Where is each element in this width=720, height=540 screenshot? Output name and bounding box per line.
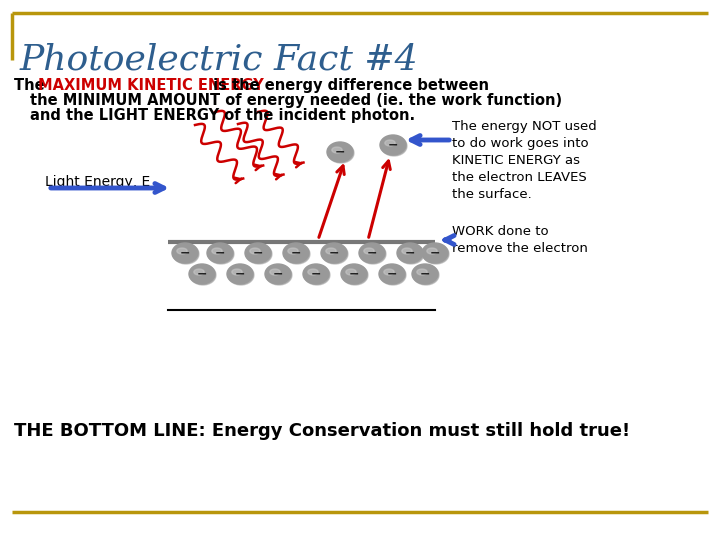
Text: Light Energy, E: Light Energy, E	[45, 175, 150, 189]
Text: −: −	[180, 246, 190, 260]
Text: THE BOTTOM LINE: Energy Conservation must still hold true!: THE BOTTOM LINE: Energy Conservation mus…	[14, 422, 630, 440]
Text: −: −	[197, 267, 207, 280]
Ellipse shape	[322, 244, 348, 264]
Ellipse shape	[423, 244, 449, 264]
Text: −: −	[366, 246, 377, 260]
Ellipse shape	[321, 243, 347, 263]
Ellipse shape	[232, 269, 242, 275]
Ellipse shape	[327, 142, 353, 162]
Ellipse shape	[364, 248, 374, 254]
Ellipse shape	[208, 244, 234, 264]
Ellipse shape	[250, 248, 260, 254]
Ellipse shape	[359, 243, 385, 263]
Ellipse shape	[288, 248, 298, 254]
Ellipse shape	[207, 243, 233, 263]
Ellipse shape	[413, 265, 439, 285]
Text: −: −	[253, 246, 264, 260]
Text: −: −	[329, 246, 339, 260]
Ellipse shape	[346, 269, 356, 275]
Ellipse shape	[422, 243, 448, 263]
Text: and the LIGHT ENERGY of the incident photon.: and the LIGHT ENERGY of the incident pho…	[30, 108, 415, 123]
Ellipse shape	[173, 244, 199, 264]
Ellipse shape	[360, 244, 386, 264]
Text: −: −	[311, 267, 321, 280]
Ellipse shape	[228, 265, 254, 285]
Ellipse shape	[380, 135, 406, 155]
Ellipse shape	[283, 243, 309, 263]
Ellipse shape	[417, 269, 427, 275]
Ellipse shape	[328, 143, 354, 163]
Ellipse shape	[177, 248, 187, 254]
Ellipse shape	[265, 264, 291, 284]
Ellipse shape	[246, 244, 272, 264]
Ellipse shape	[227, 264, 253, 284]
Ellipse shape	[266, 265, 292, 285]
Ellipse shape	[332, 147, 342, 153]
Text: −: −	[215, 246, 225, 260]
Text: −: −	[348, 267, 359, 280]
Ellipse shape	[270, 269, 280, 275]
Ellipse shape	[212, 248, 222, 254]
Text: The: The	[14, 78, 50, 93]
Ellipse shape	[381, 136, 407, 156]
Ellipse shape	[308, 269, 318, 275]
Text: −: −	[235, 267, 246, 280]
Text: −: −	[335, 145, 346, 159]
Text: is the energy difference between: is the energy difference between	[208, 78, 489, 93]
Text: −: −	[430, 246, 440, 260]
Ellipse shape	[194, 269, 204, 275]
Text: WORK done to
remove the electron: WORK done to remove the electron	[452, 225, 588, 255]
Text: MAXIMUM KINETIC ENERGY: MAXIMUM KINETIC ENERGY	[38, 78, 264, 93]
Text: The energy NOT used
to do work goes into
KINETIC ENERGY as
the electron LEAVES
t: The energy NOT used to do work goes into…	[452, 120, 597, 201]
Text: −: −	[388, 138, 398, 152]
Ellipse shape	[379, 264, 405, 284]
Ellipse shape	[172, 243, 198, 263]
Ellipse shape	[304, 265, 330, 285]
Ellipse shape	[427, 248, 437, 254]
Ellipse shape	[402, 248, 412, 254]
Ellipse shape	[341, 264, 367, 284]
Ellipse shape	[342, 265, 368, 285]
Text: Photoelectric Fact #4: Photoelectric Fact #4	[20, 42, 418, 76]
Ellipse shape	[245, 243, 271, 263]
Text: the MINIMUM AMOUNT of energy needed (ie. the work function): the MINIMUM AMOUNT of energy needed (ie.…	[30, 93, 562, 108]
Ellipse shape	[189, 264, 215, 284]
Ellipse shape	[303, 264, 329, 284]
Ellipse shape	[190, 265, 216, 285]
Text: −: −	[405, 246, 415, 260]
Text: −: −	[387, 267, 397, 280]
Text: −: −	[273, 267, 283, 280]
Ellipse shape	[384, 269, 395, 275]
Text: −: −	[291, 246, 301, 260]
Ellipse shape	[325, 248, 336, 254]
Ellipse shape	[412, 264, 438, 284]
Ellipse shape	[397, 243, 423, 263]
Ellipse shape	[384, 140, 395, 146]
Ellipse shape	[398, 244, 424, 264]
Text: −: −	[420, 267, 431, 280]
Ellipse shape	[284, 244, 310, 264]
Ellipse shape	[380, 265, 406, 285]
